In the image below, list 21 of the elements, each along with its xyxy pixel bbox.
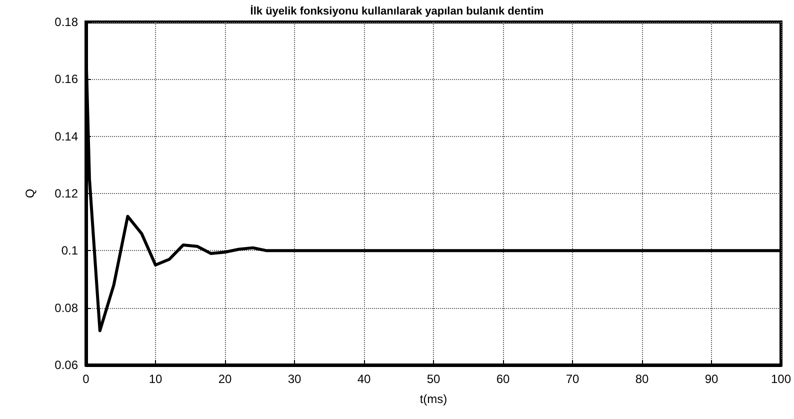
x-tick-label: 70 xyxy=(566,372,580,386)
y-tick-label: 0.08 xyxy=(54,300,78,315)
x-tick-label: 90 xyxy=(704,372,718,386)
y-tick-label: 0.06 xyxy=(54,358,78,372)
x-axis-title: t(ms) xyxy=(420,392,448,406)
x-tick-label: 40 xyxy=(357,372,371,386)
x-tick-label: 100 xyxy=(770,372,792,386)
x-tick-label: 10 xyxy=(148,372,162,386)
y-tick-label: 0.18 xyxy=(54,15,78,29)
x-tick-label: 30 xyxy=(288,372,302,386)
y-tick-label: 0.1 xyxy=(61,244,78,258)
chart-title: İlk üyelik fonksiyonu kullanılarak yapılan bulanık dentim xyxy=(250,4,544,18)
x-tick-label: 20 xyxy=(218,372,232,386)
y-axis-title: Q xyxy=(23,188,37,198)
y-tick-label: 0.16 xyxy=(54,72,78,86)
x-tick-label: 80 xyxy=(635,372,649,386)
x-tick-label: 50 xyxy=(426,372,440,386)
x-tick-label: 60 xyxy=(496,372,510,386)
y-tick-label: 0.12 xyxy=(54,186,78,200)
x-tick-label: 0 xyxy=(82,372,90,386)
y-tick-label: 0.14 xyxy=(54,129,78,144)
